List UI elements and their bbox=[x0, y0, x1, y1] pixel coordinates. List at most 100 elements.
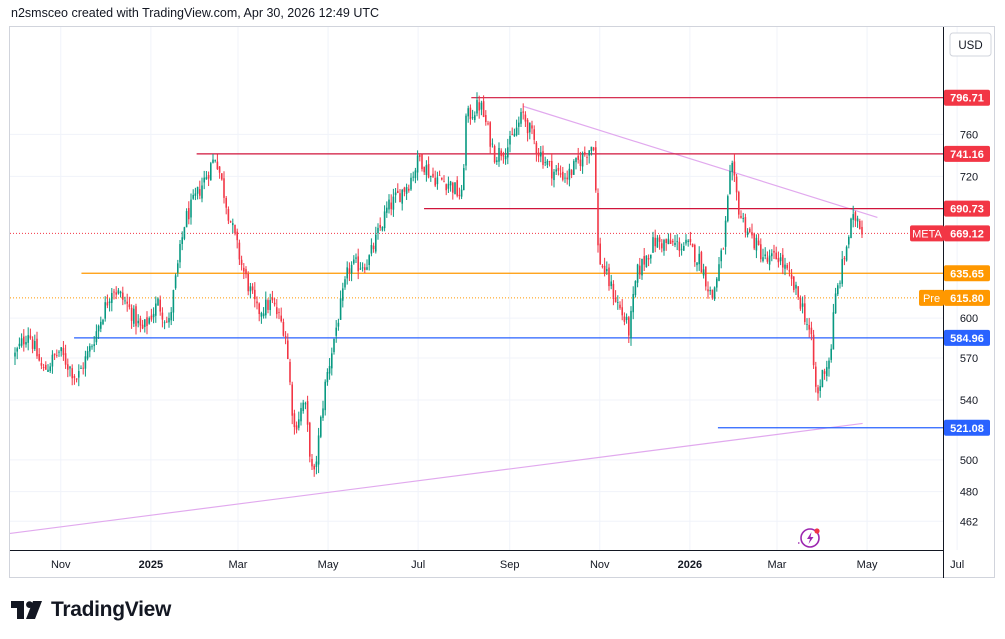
candle-body bbox=[548, 161, 551, 162]
symbol-tag-bg bbox=[910, 225, 944, 242]
level-price-label-bg bbox=[944, 419, 990, 436]
candle-body bbox=[683, 246, 685, 251]
candle-body bbox=[247, 273, 249, 292]
candle-body bbox=[678, 241, 681, 251]
candle-body bbox=[623, 316, 626, 322]
candle-body bbox=[14, 352, 16, 357]
candle-body bbox=[784, 264, 786, 269]
candle-body bbox=[720, 250, 722, 262]
premarket-price-label-bg bbox=[944, 289, 990, 306]
candle-body bbox=[240, 259, 243, 265]
candle-body bbox=[179, 244, 181, 263]
candle-body bbox=[93, 344, 95, 347]
brand-name: TradingView bbox=[51, 598, 172, 621]
candle-body bbox=[680, 248, 683, 250]
candle-body bbox=[595, 147, 597, 191]
candle-body bbox=[570, 170, 573, 175]
candle-body bbox=[434, 177, 436, 186]
candle-body bbox=[716, 278, 718, 288]
candle-body bbox=[267, 300, 269, 310]
candle-body bbox=[115, 292, 117, 295]
premarket-tag: Pre bbox=[923, 293, 940, 305]
tradingview-logo[interactable]: TradingView bbox=[11, 596, 171, 624]
candle-body bbox=[621, 307, 623, 316]
candle-body bbox=[254, 289, 256, 300]
candle-body bbox=[245, 269, 247, 275]
candle-body bbox=[821, 369, 824, 388]
level-lines bbox=[10, 97, 943, 429]
candle-body bbox=[843, 257, 846, 259]
candle-body bbox=[806, 323, 808, 325]
candle-body bbox=[306, 401, 309, 425]
candle-body bbox=[199, 189, 201, 196]
price-axis: USD 462 480 500 540 570 600 720 760 bbox=[943, 27, 992, 578]
candle-body bbox=[126, 301, 128, 304]
candle-body bbox=[577, 155, 579, 160]
candle-body bbox=[742, 217, 744, 219]
candle-body bbox=[203, 177, 205, 183]
candle-body bbox=[18, 343, 21, 347]
candle-body bbox=[62, 347, 65, 356]
candle-body bbox=[694, 245, 696, 263]
candle-body bbox=[133, 308, 135, 324]
candle-body bbox=[588, 150, 590, 156]
candle-body bbox=[177, 263, 179, 273]
candle-body bbox=[322, 408, 324, 418]
candle-body bbox=[848, 237, 850, 245]
candle-body bbox=[540, 152, 542, 157]
candle-body bbox=[113, 291, 115, 293]
currency-box bbox=[949, 32, 992, 57]
candle-body bbox=[403, 187, 406, 192]
candle-body bbox=[350, 264, 353, 274]
candle-body bbox=[172, 290, 175, 313]
candle-body bbox=[163, 322, 166, 324]
candle-body bbox=[313, 465, 315, 470]
candle-body bbox=[287, 340, 289, 359]
candle-body bbox=[137, 320, 139, 324]
candle-body bbox=[80, 367, 82, 369]
candle-body bbox=[808, 324, 810, 330]
candle-body bbox=[258, 303, 260, 315]
candle-body bbox=[150, 315, 153, 320]
candle-body bbox=[817, 387, 819, 394]
time-tick-label: Sep bbox=[500, 559, 520, 571]
candle-body bbox=[509, 135, 511, 145]
candle-body bbox=[443, 181, 445, 183]
level-price-label-bg bbox=[944, 145, 990, 162]
candle-body bbox=[502, 153, 505, 157]
candle-body bbox=[227, 209, 230, 221]
candle-body bbox=[280, 315, 282, 322]
candle-body bbox=[762, 257, 764, 262]
candle-body bbox=[749, 228, 751, 232]
candle-body bbox=[634, 281, 637, 296]
level-price-label: 584.96 bbox=[950, 333, 984, 345]
candle-body bbox=[381, 226, 384, 231]
level-price-label: 741.16 bbox=[950, 149, 984, 161]
candle-body bbox=[401, 189, 403, 204]
candle-body bbox=[458, 194, 461, 197]
candle-body bbox=[141, 324, 144, 329]
time-tick-label: Nov bbox=[51, 559, 71, 571]
candle-body bbox=[687, 240, 689, 242]
candle-body bbox=[47, 369, 49, 372]
candle-body bbox=[590, 146, 593, 152]
candle-body bbox=[122, 292, 124, 300]
candle-body bbox=[636, 264, 639, 283]
candle-body bbox=[691, 243, 694, 247]
candle-body bbox=[663, 240, 665, 251]
candle-body bbox=[782, 254, 784, 268]
candle-body bbox=[779, 257, 782, 262]
candle-body bbox=[735, 176, 738, 193]
candle-body bbox=[834, 293, 837, 314]
candle-body bbox=[575, 157, 577, 163]
candle-body bbox=[157, 298, 159, 306]
candle-body bbox=[456, 180, 458, 196]
candle-body bbox=[421, 154, 423, 170]
candle-body bbox=[170, 312, 172, 321]
candle-body bbox=[608, 267, 610, 287]
chart-frame[interactable] bbox=[9, 26, 995, 578]
candle-body bbox=[438, 175, 441, 176]
candle-body bbox=[773, 250, 775, 253]
lightning-icon[interactable] bbox=[798, 528, 820, 548]
